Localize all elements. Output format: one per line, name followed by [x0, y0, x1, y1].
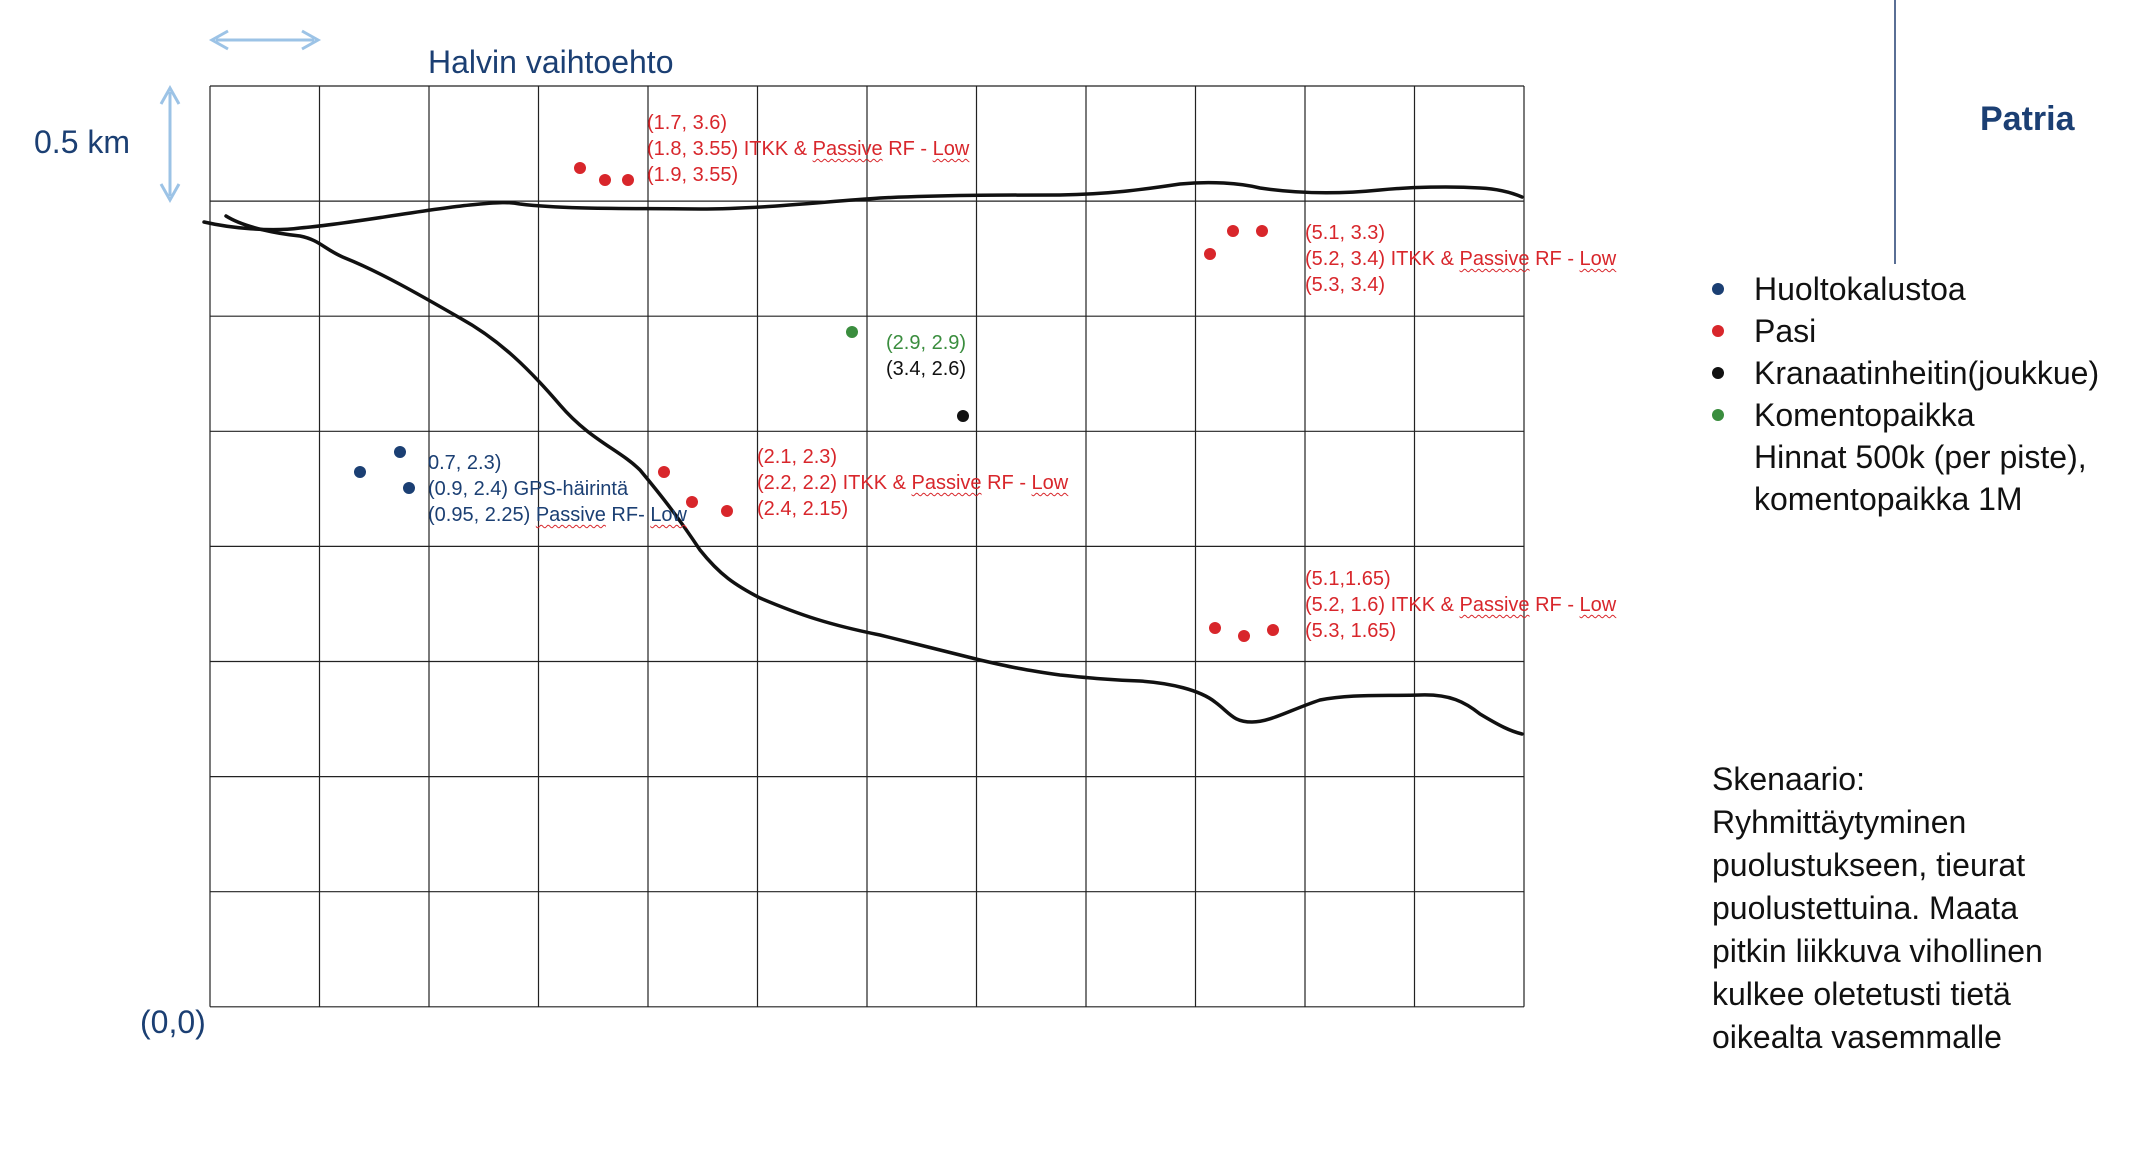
legend-dot-icon: [1712, 283, 1724, 295]
scenario-line: oikealta vasemmalle: [1712, 1019, 2002, 1055]
map-point: [622, 174, 634, 186]
annotation-line: (3.4, 2.6): [886, 358, 967, 380]
annotation-group-4: (5.1,1.65) (5.2, 1.6) ITKK & Passive RF …: [1305, 566, 1616, 644]
legend-item: Huoltokalustoa: [1712, 268, 2099, 310]
map-grid: [209, 85, 1525, 1008]
legend-item: Pasi: [1712, 310, 2099, 352]
annotation-line: (5.1,1.65): [1305, 568, 1391, 590]
map-point: [721, 505, 733, 517]
legend-dot-icon: [1712, 409, 1724, 421]
scenario-line: Skenaario:: [1712, 761, 1865, 797]
horizontal-scale-arrow-icon: [208, 29, 322, 51]
map-point: [1204, 248, 1216, 260]
scenario-line: kulkee oletetusti tietä: [1712, 976, 2011, 1012]
map-point: [1227, 225, 1239, 237]
annotation-group-7: (3.4, 2.6): [886, 356, 966, 382]
map-point: [574, 162, 586, 174]
map-point: [403, 482, 415, 494]
annotation-line: (1.8, 3.55) ITKK & Passive RF - Low: [647, 138, 970, 160]
annotation-group-1: (1.7, 3.6) (1.8, 3.55) ITKK & Passive RF…: [647, 110, 969, 188]
annotation-line: (5.2, 1.6) ITKK & Passive RF - Low: [1305, 594, 1617, 616]
legend-note: komentopaikka 1M: [1754, 481, 2023, 517]
map-point: [599, 174, 611, 186]
annotation-line: (5.1, 3.3): [1305, 222, 1386, 244]
annotation-line: (1.9, 3.55): [647, 164, 739, 186]
scenario-line: puolustukseen, tieurat: [1712, 847, 2026, 883]
annotation-line: (5.3, 1.65): [1305, 620, 1397, 642]
scenario-line: pitkin liikkuva vihollinen: [1712, 933, 2043, 969]
origin-label: (0,0): [140, 1004, 206, 1040]
road-upper: [202, 180, 1524, 232]
map-point: [957, 410, 969, 422]
map-point: [1256, 225, 1268, 237]
annotation-line: (1.7, 3.6): [647, 112, 728, 134]
map-point: [1238, 630, 1250, 642]
map-point: [1267, 624, 1279, 636]
legend-dot-icon: [1712, 325, 1724, 337]
map-point: [846, 326, 858, 338]
annotation-line: (2.1, 2.3): [757, 446, 838, 468]
legend-item: Komentopaikka: [1712, 394, 2099, 436]
legend-note: Hinnat 500k (per piste),: [1754, 439, 2087, 475]
annotation-group-2: (5.1, 3.3) (5.2, 3.4) ITKK & Passive RF …: [1305, 220, 1616, 298]
page-title: Halvin vaihtoehto: [428, 44, 674, 80]
scenario-line: puolustettuina. Maata: [1712, 890, 2018, 926]
map-point: [686, 496, 698, 508]
map-point: [1209, 622, 1221, 634]
map-point: [658, 466, 670, 478]
annotation-line: (2.2, 2.2) ITKK & Passive RF - Low: [757, 472, 1069, 494]
annotation-line: (0.9, 2.4) GPS-häirintä: [428, 478, 629, 500]
annotation-line: 0.7, 2.3): [428, 452, 502, 474]
map-points: [354, 162, 1279, 642]
annotation-group-6: (2.9, 2.9): [886, 330, 966, 356]
patria-logo: Patria: [1980, 100, 2075, 138]
brand-divider: [1894, 0, 1896, 264]
legend-item: Kranaatinheitin(joukkue): [1712, 352, 2099, 394]
scenario-line: Ryhmittäytyminen: [1712, 804, 1967, 840]
scale-label: 0.5 km: [34, 124, 131, 160]
annotation-line: (2.9, 2.9): [886, 332, 967, 354]
vertical-scale-arrow-icon: [159, 84, 181, 204]
annotation-line: (2.4, 2.15): [757, 498, 849, 520]
annotation-line: (0.95, 2.25) Passive RF- Low: [428, 504, 688, 526]
map-point: [394, 446, 406, 458]
annotation-group-5: 0.7, 2.3) (0.9, 2.4) GPS-häirintä (0.95,…: [428, 450, 687, 528]
annotation-line: (5.3, 3.4): [1305, 274, 1386, 296]
legend: Huoltokalustoa Pasi Kranaatinheitin(jouk…: [1712, 268, 2099, 520]
road-lower: [224, 214, 1524, 736]
scenario-text: Skenaario: Ryhmittäytyminen puolustuksee…: [1712, 758, 2043, 1059]
annotation-group-3: (2.1, 2.3) (2.2, 2.2) ITKK & Passive RF …: [757, 444, 1068, 522]
map-point: [354, 466, 366, 478]
annotation-line: (5.2, 3.4) ITKK & Passive RF - Low: [1305, 248, 1617, 270]
legend-dot-icon: [1712, 367, 1724, 379]
